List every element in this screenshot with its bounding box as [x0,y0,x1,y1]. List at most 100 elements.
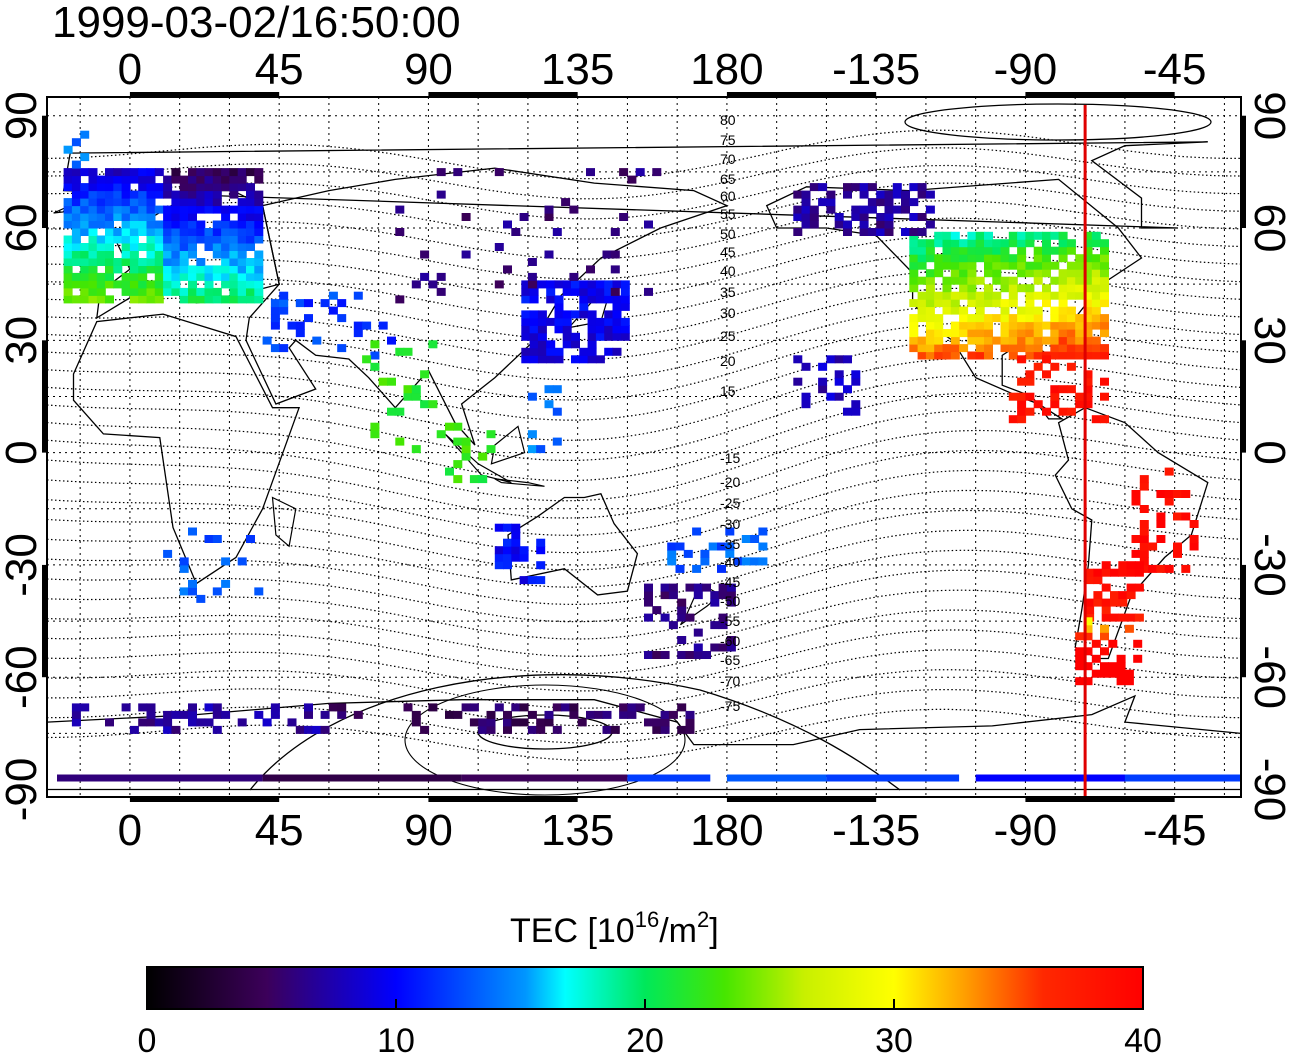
tec-cell [1008,239,1018,248]
tec-cell [212,535,222,543]
tec-cell [246,295,255,304]
tec-cell [179,564,189,573]
tec-cell [1085,598,1095,607]
tec-cell [537,340,547,349]
tec-cell [1008,392,1018,401]
tec-cell [758,557,768,566]
tec-cell [229,250,239,259]
tec-cell [229,265,239,274]
tec-cell [138,205,148,214]
tec-cell [984,261,993,270]
tec-cell [925,291,935,300]
tec-cell [586,168,595,177]
tec-cell [554,280,564,289]
tec-cell [1017,344,1027,353]
tec-cell [1139,520,1149,528]
tec-cell [129,280,139,289]
tec-cell [171,175,181,184]
tec-cell [387,377,396,386]
tec-cell [395,437,405,446]
tec-cell [1025,407,1035,416]
tec-cell [859,205,869,214]
tec-cell [146,235,156,244]
tec-cell [1139,557,1149,566]
tec-cell [1066,269,1076,278]
tec-cell [486,710,496,719]
tec-cell [196,168,206,177]
tec-cell [96,295,106,304]
tec-cell [843,355,852,364]
tec-cell [925,205,935,214]
tec-cell [188,579,197,588]
tec-cell [71,160,81,169]
tec-cell [362,321,372,330]
tec-cell [295,299,305,308]
tec-cell [562,332,572,341]
tec-cell [105,718,114,727]
tec-cell [63,280,73,289]
tec-cell [171,220,181,229]
tec-cell [179,258,189,266]
tec-cell [901,190,910,199]
tec-cell [917,276,927,285]
tec-cell [229,258,239,266]
tec-cell [270,299,280,308]
tec-cell [1025,344,1035,353]
tec-cell [685,725,695,734]
tec-cell [96,198,106,207]
top-tick-label: -90 [994,45,1058,94]
tec-cell [620,325,630,334]
tec-cell [1083,261,1093,270]
tec-cell [1101,606,1111,615]
tec-cell [1156,512,1166,521]
tec-cell [546,355,556,364]
tec-cell [934,269,944,278]
tec-cell [901,228,910,236]
tec-cell [395,228,405,236]
tec-cell [620,295,630,304]
tec-cell [859,190,869,199]
contour-line [47,322,1241,401]
tec-cell [925,239,935,248]
tec-cell [793,205,803,214]
tec-cell [942,306,952,315]
tec-cell [129,228,139,236]
tec-cell [1091,654,1101,663]
tec-cell [975,231,985,240]
tec-cell [420,370,430,379]
tec-cell [1033,246,1043,255]
right-latitude-axis: 90 60 30 0 -30 -60 -90 [1245,91,1292,821]
tec-cell [80,703,90,712]
tec-cell [1091,239,1101,248]
tec-cell [353,710,363,719]
tec-cell [304,314,313,323]
tec-cell [1058,336,1068,345]
tec-cell [569,703,579,712]
tec-cell [237,168,247,177]
tec-cell [196,594,206,603]
tec-cell [63,265,73,274]
tec-cell [685,613,695,622]
left-tick-label: -60 [0,645,46,709]
tec-cell [179,213,189,221]
tec-cell [950,269,960,278]
tec-cell [992,239,1002,248]
tec-cell [270,710,280,719]
contour-label: -50 [720,593,740,609]
tec-cell [96,258,106,266]
left-tick-label: 60 [0,204,46,253]
tec-cell [1066,344,1076,353]
tec-cell [503,220,512,229]
tec-cell [328,703,338,712]
tec-cell [718,613,728,622]
tec-cell [571,310,580,319]
tec-cell [254,295,264,304]
tec-cell [950,276,960,285]
tec-cell [171,287,181,296]
tec-cell [486,430,496,439]
tec-cell [667,557,677,566]
tec-cell [237,175,247,184]
tec-cell [1058,351,1068,360]
tec-cell [1100,269,1109,278]
tec-cell [105,198,114,207]
